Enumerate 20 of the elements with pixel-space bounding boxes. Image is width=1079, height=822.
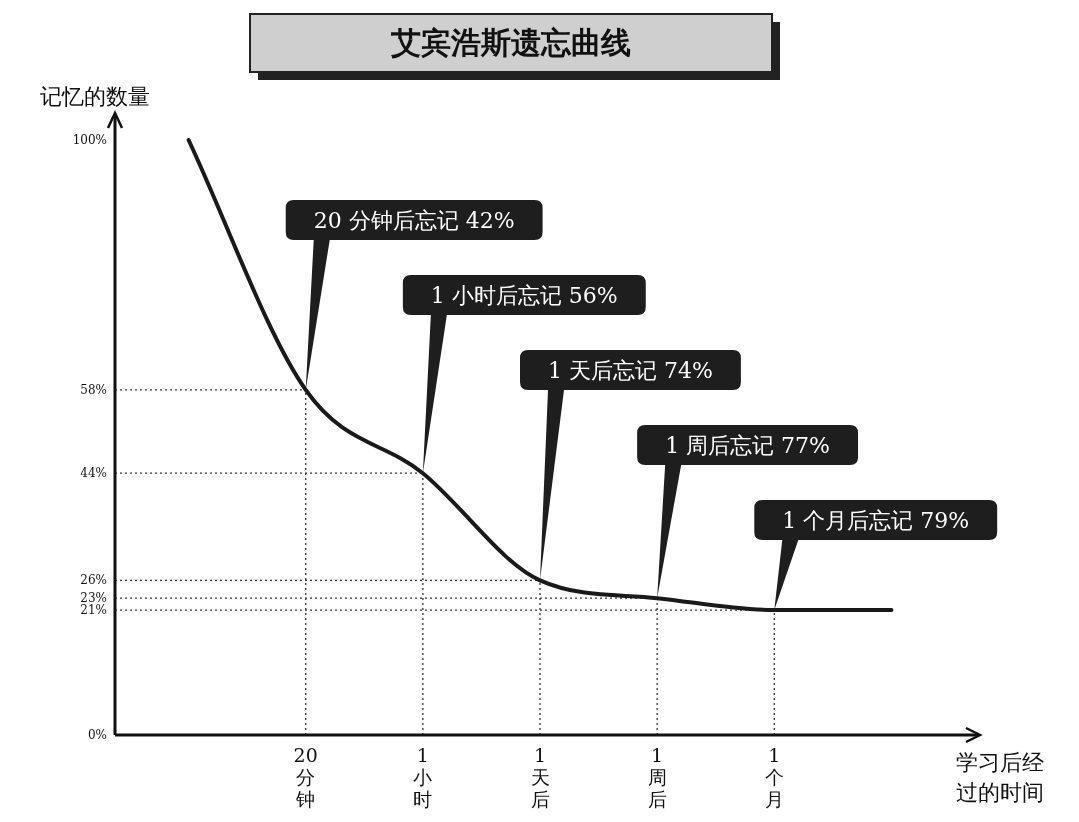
y-tick-label: 26%	[80, 573, 107, 588]
annotation: 1 周后忘记 77%	[665, 432, 831, 458]
annotation: 1 个月后忘记 79%	[782, 507, 970, 533]
y-tick-label: 0%	[87, 728, 107, 742]
x-tick-label: 20分钟	[293, 744, 318, 810]
callout: 1 个月后忘记 79%	[754, 500, 998, 611]
x-tick-label: 1小时	[413, 744, 433, 810]
y-tick-label: 44%	[80, 466, 107, 481]
x-axis-title: 学习后经过的时间	[956, 750, 1044, 805]
y-tick-label: 100%	[72, 133, 107, 147]
y-axis-title: 记忆的数量	[40, 84, 150, 109]
x-tick-label: 1天后	[530, 744, 550, 810]
annotation: 20 分钟后忘记 42%	[313, 207, 515, 233]
annotation: 1 小时后忘记 56%	[430, 282, 618, 308]
chart-title: 艾宾浩斯遗忘曲线	[390, 25, 631, 60]
annotation: 1 天后忘记 74%	[548, 357, 713, 383]
x-tick-label: 1周后	[647, 744, 667, 810]
y-tick-label: 58%	[80, 382, 107, 397]
y-tick-label: 21%	[80, 603, 107, 618]
x-tick-label: 1个月	[764, 744, 784, 810]
